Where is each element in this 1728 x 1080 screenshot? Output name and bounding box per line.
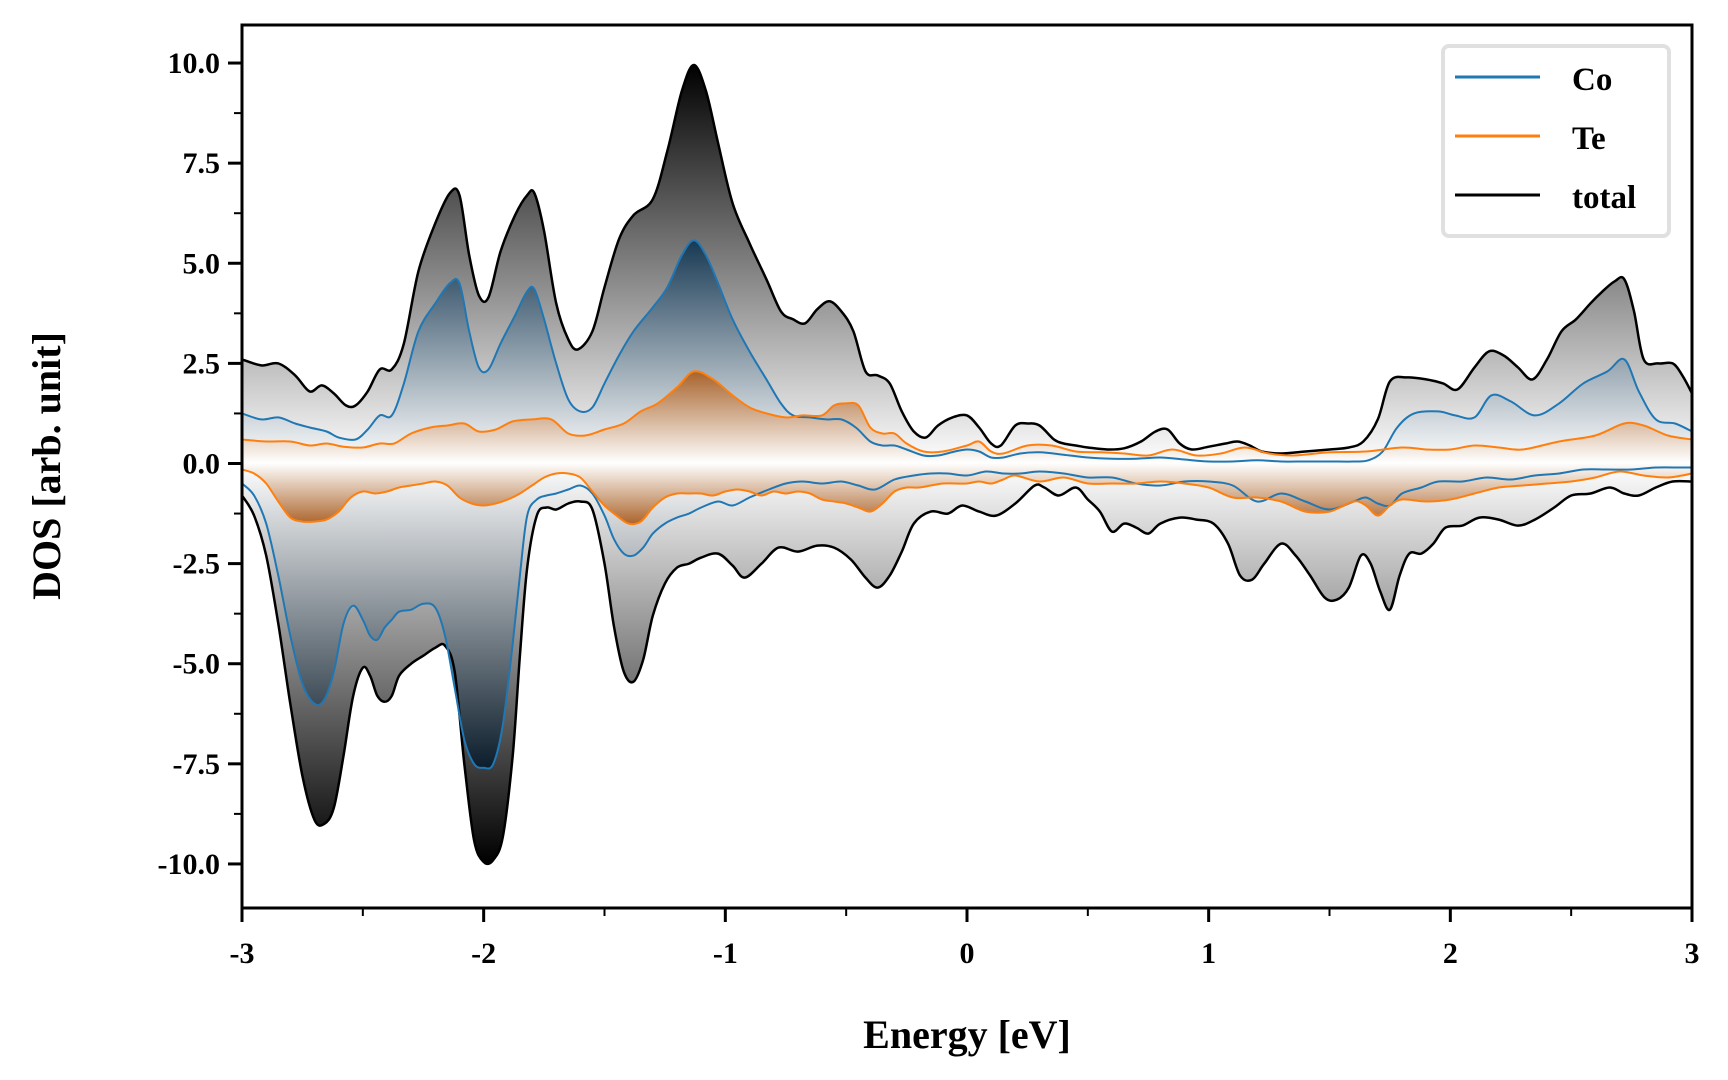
fill-total-up	[242, 65, 1692, 464]
fill-total-down	[242, 463, 1692, 864]
x-tick-label: 2	[1443, 937, 1458, 970]
fill-co-down	[242, 463, 1692, 769]
legend-label-te: Te	[1572, 121, 1606, 157]
legend: Co Te total	[1441, 44, 1671, 238]
y-tick-label: 10.0	[168, 47, 221, 80]
series-lines	[242, 63, 1692, 866]
y-tick-label: 7.5	[183, 147, 221, 180]
y-tick-label: 0.0	[183, 447, 221, 480]
line-total-up	[242, 63, 1692, 455]
y-tick-label: -10.0	[158, 848, 221, 881]
x-tick-label: -1	[713, 937, 738, 970]
x-tick-label: 1	[1201, 937, 1216, 970]
x-axis-title: Energy [eV]	[863, 1012, 1071, 1057]
line-co-up	[242, 239, 1692, 463]
x-tick-label: -3	[230, 937, 255, 970]
x-tick-label: 3	[1685, 937, 1700, 970]
y-tick-label: 5.0	[183, 247, 221, 280]
x-tick-label: -2	[471, 937, 496, 970]
y-tick-label: 2.5	[183, 347, 221, 380]
y-axis: -10.0 -7.5 -5.0 -2.5 0.0 2.5 5.0 7.5 10.0	[158, 47, 242, 881]
y-tick-label: -7.5	[173, 748, 221, 781]
line-te-up	[242, 370, 1692, 457]
legend-label-co: Co	[1572, 62, 1612, 98]
fill-co-up	[242, 240, 1692, 464]
legend-label-total: total	[1572, 180, 1636, 216]
x-axis: -3 -2 -1 0 1 2 3	[230, 908, 1700, 970]
y-tick-label: -2.5	[173, 548, 221, 581]
line-te-down	[242, 468, 1692, 526]
line-total-down	[242, 479, 1692, 866]
plot-area	[242, 63, 1692, 866]
line-co-down	[242, 466, 1692, 770]
y-axis-title: DOS [arb. unit]	[24, 332, 69, 600]
y-tick-label: -5.0	[173, 648, 221, 681]
fill-te-up	[242, 371, 1692, 464]
legend-box	[1441, 44, 1671, 238]
x-tick-label: 0	[960, 937, 975, 970]
